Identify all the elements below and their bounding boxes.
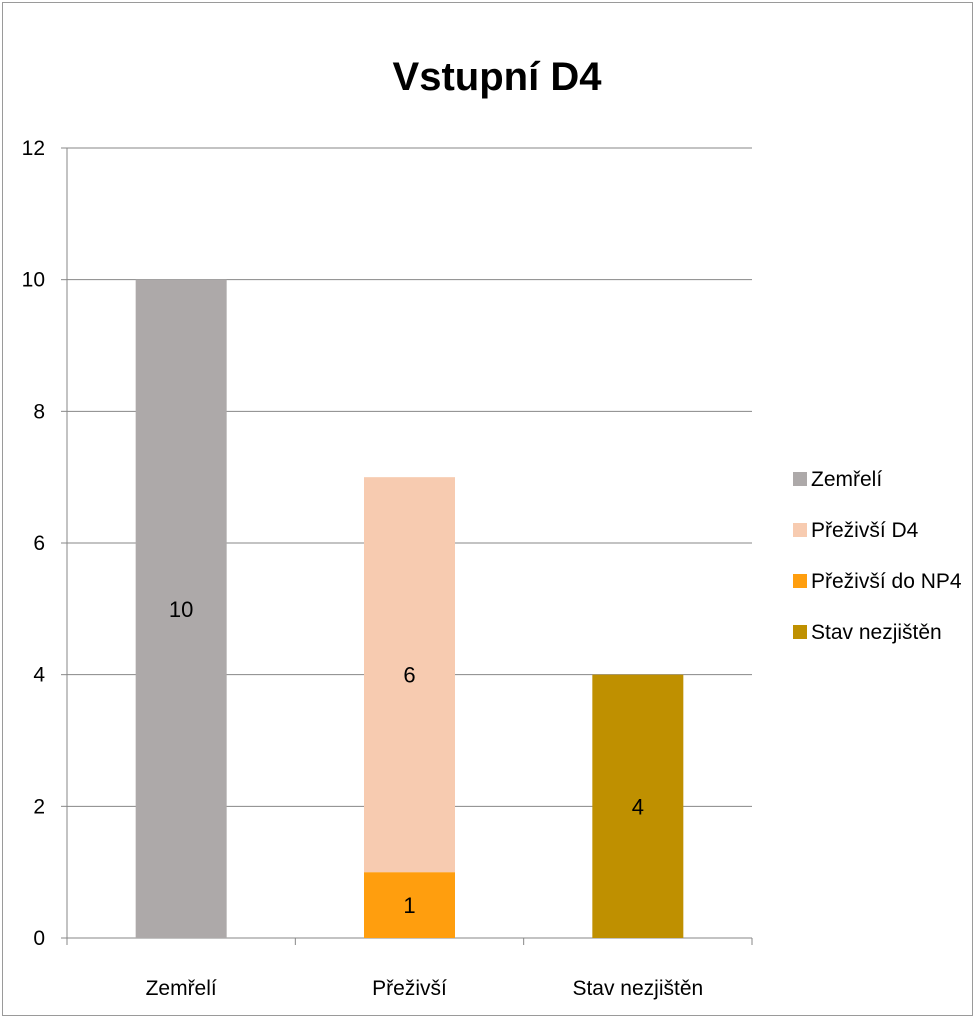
legend-label: Zemřelí: [811, 468, 882, 491]
bar: [364, 872, 455, 938]
legend-label: Stav nezjištěn: [811, 621, 942, 644]
bar-value-label: 10: [169, 597, 193, 622]
data-labels: 10 1 6 4: [169, 597, 644, 918]
y-tick-label: 12: [22, 137, 45, 160]
y-tick-label: 8: [33, 400, 45, 423]
legend-swatch: [793, 472, 807, 486]
y-tick-label: 0: [33, 927, 45, 950]
bar: [135, 279, 227, 939]
y-tick-label: 10: [22, 269, 45, 292]
y-tick-label: 6: [33, 532, 45, 555]
legend-swatch: [793, 574, 807, 588]
bar-value-label: 6: [403, 663, 415, 688]
bar: [592, 674, 684, 938]
bar-value-label: 1: [403, 893, 415, 918]
legend-swatch: [793, 625, 807, 639]
x-category-label: Zemřelí: [146, 977, 217, 1000]
bar: [364, 477, 455, 873]
bars: [135, 279, 684, 939]
y-tick-label: 4: [33, 664, 45, 687]
x-category-label: Přeživší: [372, 977, 447, 1000]
y-tick-label: 2: [33, 795, 45, 818]
bar-value-label: 4: [632, 794, 644, 819]
legend-label: Přeživší D4: [811, 519, 919, 542]
chart-title: Vstupní D4: [393, 55, 603, 99]
axes: 0 2 4 6 8 10 12 Zemřelí Přeživší Stav nezjištěn: [22, 137, 753, 1000]
legend-label: Přeživší do NP4: [811, 570, 962, 593]
legend: Zemřelí Přeživší D4 Přeživší do NP4 Stav ne…: [793, 468, 962, 644]
legend-swatch: [793, 523, 807, 537]
x-category-label: Stav nezjištěn: [572, 977, 703, 1000]
